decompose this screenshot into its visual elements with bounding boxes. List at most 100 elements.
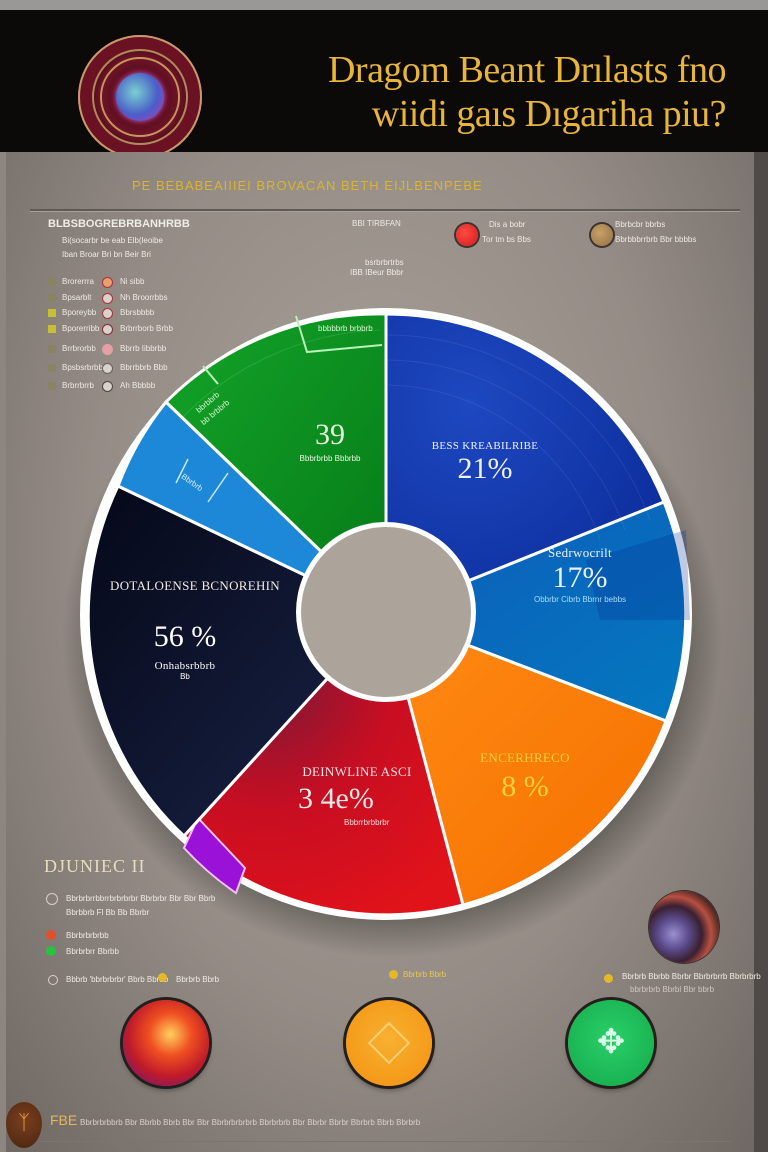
legend-item[interactable]: Brorerrra Ni sibb [48, 277, 248, 289]
legend-line-2: Iban Broar Bri bn Beir Bri [62, 250, 151, 259]
red-segment-label: DEINWLINE ASCI [292, 764, 422, 780]
title-line-1: Dragom Beant Drılasts fno [327, 49, 727, 91]
section2-row: Bbrbrbrr Bbrbb [66, 947, 119, 956]
legend-marker-icon [102, 324, 113, 335]
top-strip [0, 0, 768, 10]
header-bar: Dragom Beant Drılasts fno wiidi gaıs Dıg… [0, 10, 768, 159]
legend-title: BLBSBOGREBRBANHRBB [48, 218, 190, 230]
legend-label: Bporerribb [62, 324, 100, 333]
knot-glyph: ✥ [596, 1022, 626, 1062]
section2-row: Bbrbrbrrbbrrbrbrbrbr Bbrbrbr Bbr Bbr Bbr… [66, 894, 216, 903]
mid-label: Bbrbrb Bbrb [403, 970, 447, 979]
rune-diamond-icon[interactable] [346, 1000, 432, 1086]
navy-sublabel: Onhabsrbbrb [154, 660, 216, 672]
legend-marker-icon [102, 381, 113, 392]
segment-purple[interactable] [182, 816, 247, 895]
legend-value: Ah Bbbbb [120, 381, 156, 390]
legend-marker-icon [102, 308, 113, 319]
section2-row: Bbrbrbrbrbb [66, 931, 109, 940]
section2-row: Bbbrb 'bbrbrbrbr' Bbrb Bbrbb [66, 975, 169, 984]
celtic-knot-icon[interactable]: ✥ [568, 1000, 654, 1086]
segment-navy[interactable] [86, 484, 389, 839]
yellow-dot-icon [389, 970, 398, 979]
teal-label: Sedrwocrilt [548, 545, 612, 560]
green-sublabel: Bbbrbrbb Bbbrbb [299, 454, 361, 463]
segment-orange[interactable] [383, 611, 668, 907]
dragon-emblem-icon [78, 35, 202, 159]
legend-center-label: IBB IBeur Bbbr [350, 268, 404, 277]
legend-item[interactable]: Bpsbsrbrbb Bbrrbbrb Bbb [48, 363, 248, 375]
yellow-dot-icon [604, 974, 613, 983]
orange-dot-icon [46, 930, 56, 940]
tan-key-dot [591, 224, 613, 246]
red-key-dot [456, 224, 478, 246]
divider [30, 209, 740, 211]
legend-item[interactable]: Bporeybb Bbrsbbbb [48, 308, 248, 320]
fire-planet-icon[interactable] [123, 1000, 209, 1086]
red-key-label: Tor tm bs Bbs [482, 235, 531, 244]
teal-segment-label: Sedrwocrilt 17% Obbrbr Cibrb Bbrnr bebbs [520, 545, 640, 604]
legend-label: Brrbrorbb [62, 344, 96, 353]
yellow-dot-icon [158, 973, 167, 982]
navy-label: DOTALOENSE BCNOREHIN [110, 578, 280, 593]
right-label: Bbrbrb Bbrbb Bbrbr Bbrbrbrrb Bbrbrbrb [622, 972, 761, 981]
green-tab-label: bbbbbrb brbbrb [318, 324, 373, 333]
spiral-icon [46, 893, 58, 905]
legend-swatch [48, 364, 56, 372]
navy-segment-label: DOTALOENSE BCNOREHIN [100, 578, 290, 594]
red-percent: 3 4e% [298, 782, 374, 815]
legend-swatch [48, 309, 56, 317]
navy-sublabel-2: Bb [180, 672, 190, 681]
legend-swatch [48, 325, 56, 333]
legend-item[interactable]: Brrbrorbb Bbrrb Iibbrbb [48, 344, 248, 356]
green-percent: 39 [315, 418, 345, 451]
legend-value: Brbrrborb Brbb [120, 324, 173, 333]
legend-label: Bporeybb [62, 308, 97, 317]
footer-divider [40, 1141, 730, 1142]
planet-image [649, 891, 719, 963]
donut-hole [301, 527, 471, 697]
blue-label: BESS KREABILRIBE [431, 440, 539, 452]
legend-label: Brorerrra [62, 277, 95, 286]
segment-teal[interactable] [381, 500, 688, 723]
red-label: DEINWLINE ASCI [302, 764, 412, 779]
footer-label: FBE [50, 1112, 78, 1128]
shield-glyph: ᛉ [18, 1112, 30, 1134]
legend-value: Ni sibb [120, 277, 145, 286]
legend-center-label: BBI TIRBFAN [352, 219, 401, 228]
red-key-label: Dis a bobr [489, 220, 526, 229]
segment-green[interactable] [163, 312, 388, 618]
navy-percent: 56 % [153, 620, 217, 653]
legend-center-label: bsrbrbrtrbs [365, 258, 404, 267]
legend-swatch [48, 294, 56, 302]
legend-value: Bbrrb Iibbrbb [120, 344, 167, 353]
blue-percent: 21% [457, 452, 513, 485]
right-label: bbrbrbrb Bbrbl Bbr bbrb [630, 985, 715, 994]
red-sublabel: Bbbrrbrbbrbr [344, 818, 390, 827]
emblem-ring [100, 57, 180, 137]
legend-value: Bbrsbbbb [120, 308, 155, 317]
shield-logo-icon: ᛉ [6, 1102, 42, 1148]
diamond-glyph [367, 1021, 411, 1065]
green-segment-label: 39 Bbbrbrbb Bbbrbb [280, 418, 380, 463]
blue-segment-label: BESS KREABILRIBE 21% [420, 440, 550, 486]
orange-segment-label: ENCERHRECO 8 % [470, 750, 580, 804]
legend-item[interactable]: Bpsarblt Nh Broorrbbs [48, 293, 248, 305]
teal-percent: 17% [552, 561, 608, 594]
legend-marker-icon [102, 277, 113, 288]
legend-marker-icon [102, 293, 113, 304]
green-dot-icon [46, 946, 56, 956]
legend-swatch [48, 278, 56, 286]
legend-item[interactable]: Bporerribb Brbrrborb Brbb [48, 324, 248, 336]
legend-item[interactable]: Brbrrbrrb Ah Bbbbb [48, 381, 248, 393]
teal-sublabel: Obbrbr Cibrb Bbrnr bebbs [533, 595, 627, 604]
legend-label: Bpsarblt [62, 293, 92, 302]
legend-label: Bpsbsrbrbb [62, 363, 103, 372]
segment-blue[interactable] [384, 312, 666, 617]
orange-label: ENCERHRECO [480, 750, 570, 765]
orange-percent: 8 % [501, 770, 549, 803]
footer-text: Bbrbrbrbbrb Bbr Bbrbb Bbrb Bbr Bbr Bbrbr… [80, 1118, 421, 1127]
chart-subtitle: PE BEBABEAIIIEI BROVACAN BETH EIJLBENPEB… [132, 178, 483, 193]
section2-row: Bbrbbrb Fl Bb Bb Bbrbr [66, 908, 150, 917]
